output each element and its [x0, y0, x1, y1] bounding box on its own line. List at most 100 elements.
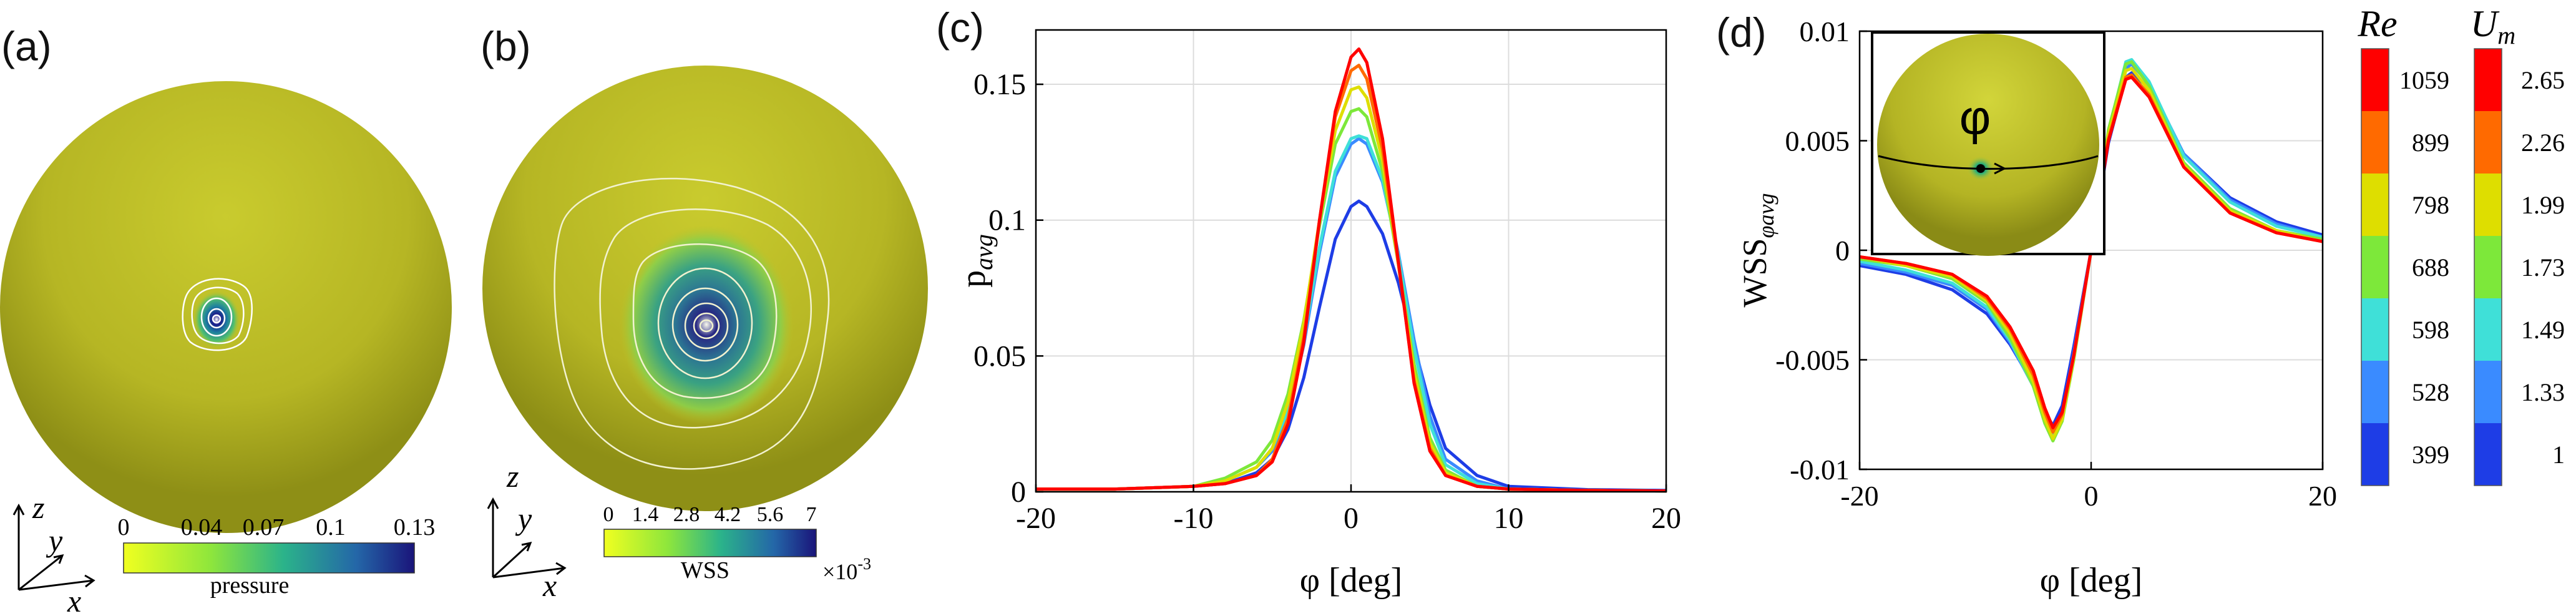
legend-label: 1059 — [2399, 66, 2449, 94]
colorbar-a-tick-1: 0.04 — [181, 514, 223, 540]
legend-swatch — [2474, 423, 2502, 486]
legend-um: 2.65 2.26 1.99 1.73 1.49 1.33 1 — [2474, 48, 2565, 486]
colorbar-a-title: pressure — [210, 572, 290, 599]
axis-x-label-b: x — [542, 568, 557, 603]
inset-origin-dot — [1976, 164, 1985, 173]
legend-swatch — [2361, 49, 2389, 111]
legend-label: 1.73 — [2521, 253, 2565, 281]
colorbar-b-tick-5: 7 — [806, 503, 817, 526]
ylabel-c: pavg — [955, 234, 998, 288]
ylabel-d: WSSφavg — [1736, 193, 1778, 308]
legend-swatch — [2474, 111, 2502, 174]
ticks-d: -20 0 20 -0.01 -0.005 0 0.005 0.01 — [1775, 16, 2337, 512]
y-tick-label: 0.01 — [1800, 16, 1850, 47]
x-tick-label: 10 — [1494, 502, 1524, 535]
series-lines-d — [1859, 58, 2323, 442]
colorbar-b-tick-4: 5.6 — [757, 503, 784, 526]
colorbar-a-tick-3: 0.1 — [316, 514, 346, 540]
grid-c — [1036, 30, 1666, 492]
legend-label: 688 — [2412, 253, 2449, 281]
legend-swatch — [2361, 111, 2389, 174]
legend-label: 528 — [2412, 378, 2449, 406]
panel-label-b: (b) — [481, 23, 531, 69]
legend-label: 2.65 — [2521, 66, 2565, 94]
colorbar-pressure — [123, 542, 415, 574]
wss-contours-b — [554, 177, 830, 470]
series-line-0 — [1859, 76, 2323, 429]
panel-label-d: (d) — [1716, 9, 1767, 56]
wss-spot-b — [619, 225, 794, 424]
sphere-panels: z y x 0 0.04 0.07 0.1 0.13 pressure z y … — [0, 66, 928, 616]
legend-border — [2474, 48, 2502, 486]
colorbar-wss — [603, 529, 817, 557]
axes-triad-a — [12, 503, 95, 591]
y-tick-label: 0.005 — [1785, 125, 1850, 157]
y-tick-label: -0.005 — [1775, 345, 1850, 376]
colorbar-b-tick-3: 4.2 — [715, 503, 741, 526]
legend-label: 598 — [2412, 316, 2449, 344]
colorbar-b-multiplier: ×10-3 — [822, 555, 871, 584]
legend-swatch — [2361, 423, 2389, 486]
colorbar-a-tick-0: 0 — [118, 514, 130, 540]
colorbar-b-tick-0: 0 — [603, 503, 614, 526]
legend-re: 1059 899 798 688 598 528 399 — [2361, 48, 2449, 486]
y-tick-label: 0 — [1835, 235, 1850, 266]
y-tick-label: 0.15 — [973, 68, 1026, 101]
legend-label: 399 — [2412, 441, 2449, 469]
inset-equator-arrow — [1878, 155, 2099, 170]
legend-label: 1 — [2552, 441, 2565, 469]
legend-swatch — [2474, 236, 2502, 298]
x-tick-label: -10 — [1174, 502, 1214, 535]
x-tick-label: -20 — [1016, 502, 1056, 535]
colorbar-b-tick-2: 2.8 — [673, 503, 700, 526]
arrow-head-icon — [1994, 162, 2007, 175]
series-lines-c — [1036, 47, 1667, 493]
axis-y-label-a: y — [46, 523, 63, 558]
legend-label: 899 — [2412, 129, 2449, 157]
panel-label-a: (a) — [1, 23, 52, 69]
pressure-contours-a — [182, 278, 253, 351]
legend-label: 1.99 — [2521, 191, 2565, 219]
y-tick-label: -0.01 — [1790, 454, 1850, 486]
legend-re-title: Re — [2357, 3, 2397, 44]
y-tick-label: 0 — [1011, 476, 1026, 509]
y-tick-label: 0.1 — [988, 204, 1026, 237]
legend-label: 1.49 — [2521, 316, 2565, 344]
colorbar-a-tick-4: 0.13 — [394, 514, 436, 540]
panel-label-c: (c) — [936, 4, 984, 51]
legend-swatch — [2361, 174, 2389, 236]
series-line-0 — [1036, 47, 1667, 493]
x-tick-label: 20 — [2308, 480, 2337, 512]
x-tick-label: 0 — [1344, 502, 1359, 535]
legend-swatch — [2361, 361, 2389, 423]
wss-chart: -20 0 20 -0.01 -0.005 0 0.005 0.01 φ [deg] WSSφ… — [1736, 16, 2337, 600]
inset-phi-symbol: φ — [1959, 90, 1991, 145]
legend-label: 1.33 — [2521, 378, 2565, 406]
x-tick-label: 0 — [2084, 480, 2099, 512]
legends: Re Um 1059 899 798 688 598 528 399 2.65 2.26 1.9… — [2357, 3, 2565, 486]
y-tick-label: 0.05 — [973, 340, 1026, 373]
axis-z-label-a: z — [32, 490, 44, 525]
axis-y-label-b: y — [515, 501, 532, 536]
legend-swatch — [2474, 174, 2502, 236]
legend-swatch — [2474, 361, 2502, 423]
colorbar-a-tick-2: 0.07 — [243, 514, 285, 540]
ticks-c: -20 -10 0 10 20 0 0.05 0.1 0.15 — [973, 68, 1681, 535]
axis-x-label-a: x — [67, 584, 81, 616]
axis-z-label-b: z — [506, 459, 519, 494]
xlabel-d: φ [deg] — [2040, 561, 2142, 600]
x-tick-label: -20 — [1840, 480, 1878, 512]
legend-swatch — [2474, 298, 2502, 361]
legend-swatch — [2474, 49, 2502, 111]
legend-um-title: Um — [2471, 3, 2515, 49]
legend-swatch — [2361, 236, 2389, 298]
legend-label: 2.26 — [2521, 129, 2565, 157]
legend-border — [2361, 48, 2389, 486]
colorbar-b-tick-1: 1.4 — [632, 503, 659, 526]
legend-swatch — [2361, 298, 2389, 361]
xlabel-c: φ [deg] — [1300, 561, 1402, 600]
colorbar-b-title: WSS — [681, 557, 729, 584]
inset-sphere — [1877, 34, 2099, 256]
pressure-chart: -20 -10 0 10 20 0 0.05 0.1 0.15 φ [deg] pavg — [955, 29, 1681, 600]
legend-label: 798 — [2412, 191, 2449, 219]
